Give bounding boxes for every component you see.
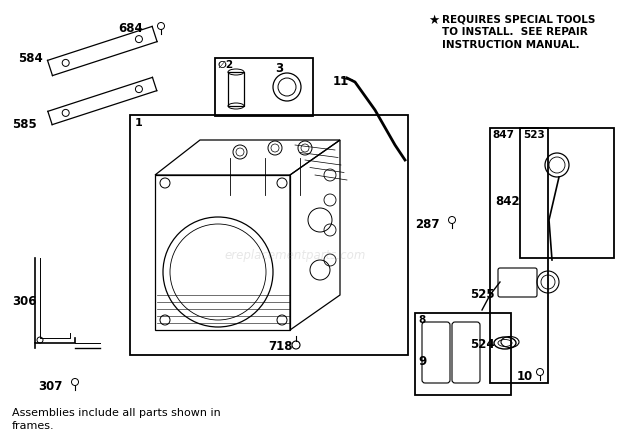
Text: 11: 11 — [333, 75, 349, 88]
Text: ★: ★ — [428, 14, 439, 27]
Bar — [215, 58, 313, 116]
Text: 847: 847 — [492, 130, 514, 140]
Text: Assemblies include all parts shown in: Assemblies include all parts shown in — [12, 408, 221, 418]
Text: INSTRUCTION MANUAL.: INSTRUCTION MANUAL. — [442, 40, 580, 50]
Text: 684: 684 — [118, 22, 143, 35]
Text: 9: 9 — [418, 355, 427, 368]
Text: 8: 8 — [418, 315, 425, 325]
Text: ∅2: ∅2 — [218, 60, 234, 70]
Bar — [415, 313, 511, 395]
Bar — [490, 128, 548, 383]
Text: 524: 524 — [470, 338, 495, 351]
Text: 842: 842 — [495, 195, 520, 208]
Text: REQUIRES SPECIAL TOOLS: REQUIRES SPECIAL TOOLS — [442, 14, 595, 24]
Bar — [520, 128, 614, 258]
Text: 287: 287 — [415, 218, 440, 231]
Text: 10: 10 — [517, 370, 533, 383]
Text: ereplacementparts.com: ereplacementparts.com — [224, 249, 366, 262]
Text: 718: 718 — [268, 340, 293, 353]
Text: 306: 306 — [12, 295, 37, 308]
Text: 3: 3 — [275, 62, 283, 75]
Text: 584: 584 — [18, 52, 43, 65]
Text: 525: 525 — [470, 288, 495, 301]
Bar — [130, 115, 408, 355]
Text: 307: 307 — [38, 380, 63, 393]
Text: 1: 1 — [135, 118, 143, 128]
Text: 585: 585 — [12, 118, 37, 131]
Text: 523: 523 — [523, 130, 545, 140]
Text: TO INSTALL.  SEE REPAIR: TO INSTALL. SEE REPAIR — [442, 27, 588, 37]
Text: frames.: frames. — [12, 421, 55, 431]
